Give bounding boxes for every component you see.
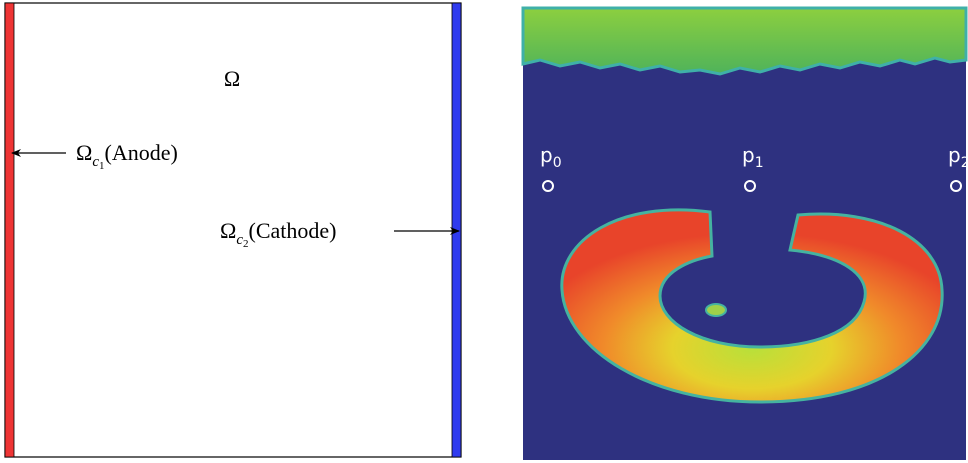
anode-label: Ωc1(Anode): [76, 140, 178, 172]
small-blob: [705, 303, 727, 317]
probe-point: [950, 180, 962, 192]
subscript: c: [92, 154, 99, 170]
sub-subscript: 2: [243, 238, 249, 250]
label-text: (Anode): [105, 140, 178, 165]
symbol: Ω: [76, 140, 92, 165]
probe-index: 1: [755, 155, 764, 171]
simulation-field: p0 p1 p2: [521, 6, 968, 460]
upper-region: [521, 6, 968, 76]
probe-label: p0: [540, 143, 562, 171]
subscript: c: [236, 232, 243, 248]
sub-subscript: 1: [99, 160, 105, 172]
probe-label: p2: [948, 143, 968, 171]
probe-point: [744, 180, 756, 192]
cathode-strip: [451, 2, 462, 458]
probes: p0 p1 p2: [540, 143, 968, 192]
anode-strip: [4, 2, 15, 458]
symbol: Ω: [220, 218, 236, 243]
ring-region: [560, 208, 944, 404]
probe-index: 0: [553, 155, 562, 171]
probe-letter: p: [742, 143, 755, 167]
probe-letter: p: [948, 143, 961, 167]
domain-box: [4, 2, 462, 458]
domain-label: Ω: [224, 66, 240, 91]
probe-letter: p: [540, 143, 553, 167]
probe-index: 2: [961, 155, 968, 171]
cathode-label: Ωc2(Cathode): [220, 218, 337, 250]
probe-label: p1: [742, 143, 764, 171]
label-text: (Cathode): [249, 218, 337, 243]
probe-point: [542, 180, 554, 192]
domain-schematic: Ω Ωc1(Anode) Ωc2(Cathode): [4, 2, 462, 458]
